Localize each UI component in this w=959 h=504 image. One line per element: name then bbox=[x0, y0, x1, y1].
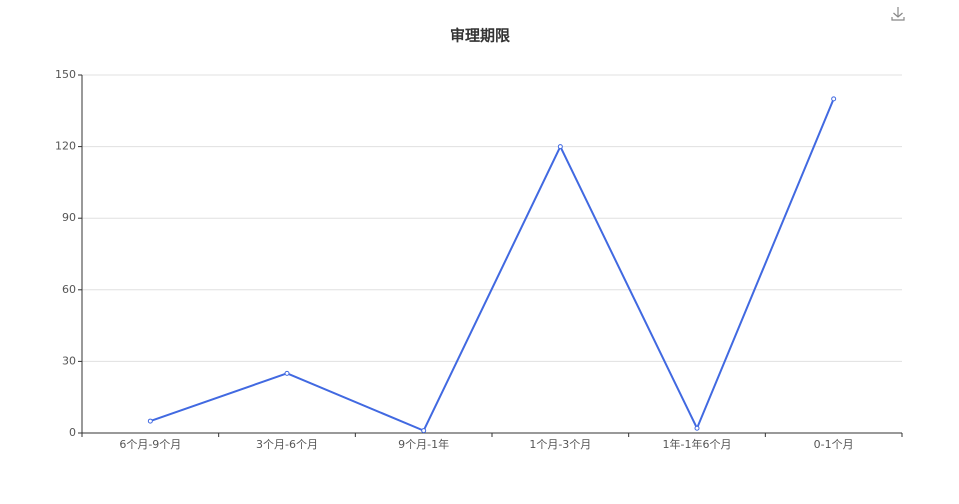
chart-title: 审理期限 bbox=[450, 27, 510, 45]
y-tick-label: 0 bbox=[69, 426, 76, 439]
x-tick-label: 3个月-6个月 bbox=[256, 438, 318, 451]
point bbox=[831, 96, 837, 102]
line bbox=[150, 98, 835, 432]
point bbox=[421, 428, 427, 434]
y-tick-label: 60 bbox=[62, 283, 76, 296]
point bbox=[284, 370, 290, 376]
y-tick-label: 120 bbox=[55, 140, 76, 153]
y-tick-label: 30 bbox=[62, 354, 76, 367]
x-tick-label: 1年-1年6个月 bbox=[663, 437, 732, 451]
y-tick-label: 150 bbox=[55, 68, 76, 81]
x-tick-label: 1个月-3个月 bbox=[529, 438, 591, 451]
x-tick-label: 6个月-9个月 bbox=[119, 438, 181, 451]
download-icon[interactable] bbox=[891, 7, 905, 21]
point bbox=[557, 144, 563, 150]
download-button[interactable] bbox=[891, 7, 905, 21]
x-tick-label: 0-1个月 bbox=[814, 438, 854, 451]
point bbox=[147, 418, 153, 424]
x-tick-label: 9个月-1年 bbox=[398, 437, 449, 451]
y-tick-label: 90 bbox=[62, 211, 76, 224]
point bbox=[694, 425, 700, 431]
